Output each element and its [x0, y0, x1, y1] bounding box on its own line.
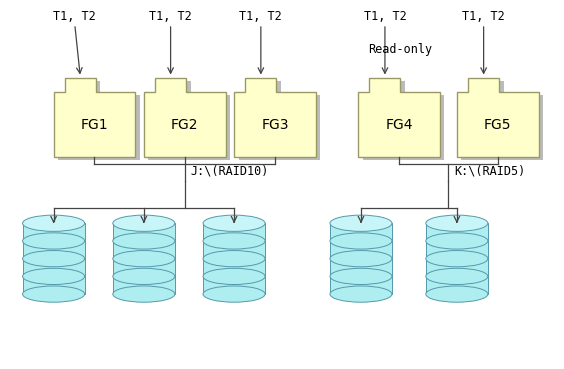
- Bar: [330, 241, 392, 259]
- Polygon shape: [234, 78, 316, 157]
- Ellipse shape: [113, 286, 175, 302]
- Ellipse shape: [330, 215, 392, 231]
- Ellipse shape: [203, 233, 265, 249]
- Text: T1, T2: T1, T2: [240, 10, 282, 23]
- Ellipse shape: [23, 286, 85, 302]
- FancyBboxPatch shape: [58, 95, 140, 160]
- Polygon shape: [358, 78, 440, 157]
- Bar: [113, 259, 175, 276]
- Bar: [23, 223, 85, 241]
- FancyBboxPatch shape: [461, 95, 543, 160]
- FancyBboxPatch shape: [160, 81, 191, 95]
- Ellipse shape: [426, 286, 488, 302]
- Ellipse shape: [330, 233, 392, 249]
- Text: T1, T2: T1, T2: [54, 10, 96, 23]
- Ellipse shape: [203, 268, 265, 284]
- Bar: [426, 259, 488, 276]
- Bar: [330, 259, 392, 276]
- Ellipse shape: [330, 286, 392, 302]
- Ellipse shape: [203, 215, 265, 231]
- Bar: [23, 259, 85, 276]
- Ellipse shape: [113, 268, 175, 284]
- Bar: [23, 241, 85, 259]
- Bar: [330, 223, 392, 241]
- Bar: [113, 223, 175, 241]
- FancyBboxPatch shape: [69, 81, 100, 95]
- Bar: [203, 241, 265, 259]
- Ellipse shape: [330, 268, 392, 284]
- Text: FG2: FG2: [171, 118, 199, 131]
- Text: T1, T2: T1, T2: [364, 10, 406, 23]
- Polygon shape: [144, 78, 226, 157]
- Bar: [113, 241, 175, 259]
- Bar: [426, 223, 488, 241]
- FancyBboxPatch shape: [374, 81, 405, 95]
- Ellipse shape: [113, 215, 175, 231]
- Text: T1, T2: T1, T2: [462, 10, 505, 23]
- Text: FG1: FG1: [81, 118, 108, 131]
- Ellipse shape: [426, 215, 488, 231]
- Ellipse shape: [330, 251, 392, 267]
- Ellipse shape: [203, 286, 265, 302]
- Bar: [330, 276, 392, 294]
- Text: FG4: FG4: [385, 118, 413, 131]
- FancyBboxPatch shape: [250, 81, 281, 95]
- Ellipse shape: [23, 251, 85, 267]
- Text: K:\(RAID5): K:\(RAID5): [454, 164, 525, 177]
- FancyBboxPatch shape: [363, 95, 444, 160]
- FancyBboxPatch shape: [473, 81, 504, 95]
- Polygon shape: [54, 78, 135, 157]
- Bar: [426, 241, 488, 259]
- Polygon shape: [457, 78, 539, 157]
- Ellipse shape: [203, 251, 265, 267]
- FancyBboxPatch shape: [239, 95, 320, 160]
- Ellipse shape: [426, 251, 488, 267]
- Text: FG5: FG5: [484, 118, 512, 131]
- Bar: [203, 223, 265, 241]
- Text: J:\(RAID10): J:\(RAID10): [191, 164, 268, 177]
- Text: Read-only: Read-only: [368, 43, 433, 56]
- Text: T1, T2: T1, T2: [149, 10, 192, 23]
- Ellipse shape: [23, 215, 85, 231]
- Ellipse shape: [426, 268, 488, 284]
- Bar: [203, 276, 265, 294]
- Ellipse shape: [23, 233, 85, 249]
- Text: FG3: FG3: [261, 118, 289, 131]
- Bar: [23, 276, 85, 294]
- Bar: [426, 276, 488, 294]
- Ellipse shape: [23, 268, 85, 284]
- Ellipse shape: [113, 233, 175, 249]
- Ellipse shape: [426, 233, 488, 249]
- Bar: [203, 259, 265, 276]
- Bar: [113, 276, 175, 294]
- FancyBboxPatch shape: [148, 95, 230, 160]
- Ellipse shape: [113, 251, 175, 267]
